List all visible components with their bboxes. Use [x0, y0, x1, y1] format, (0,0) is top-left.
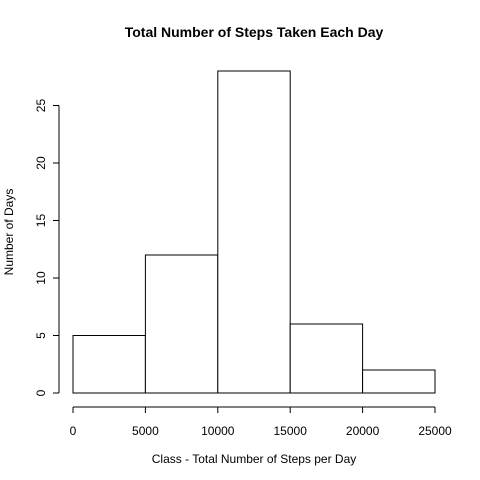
chart-title: Total Number of Steps Taken Each Day — [125, 24, 384, 40]
histogram-bar-1 — [144, 254, 219, 394]
y-tick-label: 5 — [34, 332, 48, 339]
y-tick-label: 0 — [34, 389, 48, 396]
y-tick-label: 15 — [34, 214, 48, 228]
x-tick-label: 15000 — [274, 424, 308, 438]
x-tick-label: 0 — [70, 424, 77, 438]
x-axis-label: Class - Total Number of Steps per Day — [152, 452, 357, 466]
y-axis-label: Number of Days — [2, 189, 16, 276]
y-axis: 0 5 10 15 20 25 — [34, 99, 60, 396]
histogram-bar-3 — [289, 323, 364, 394]
bars-group — [72, 70, 436, 394]
y-tick-label: 25 — [34, 99, 48, 113]
x-tick-label: 5000 — [132, 424, 159, 438]
y-tick-label: 10 — [34, 271, 48, 285]
histogram-bar-2 — [217, 70, 291, 394]
histogram-bar-0 — [72, 335, 146, 394]
histogram-bar-4 — [362, 369, 436, 394]
x-tick-label: 25000 — [418, 424, 452, 438]
x-axis: 0 5000 10000 15000 20000 25000 — [70, 406, 452, 438]
y-tick-label: 20 — [34, 156, 48, 170]
x-tick-label: 20000 — [346, 424, 380, 438]
x-tick-label: 10000 — [201, 424, 235, 438]
